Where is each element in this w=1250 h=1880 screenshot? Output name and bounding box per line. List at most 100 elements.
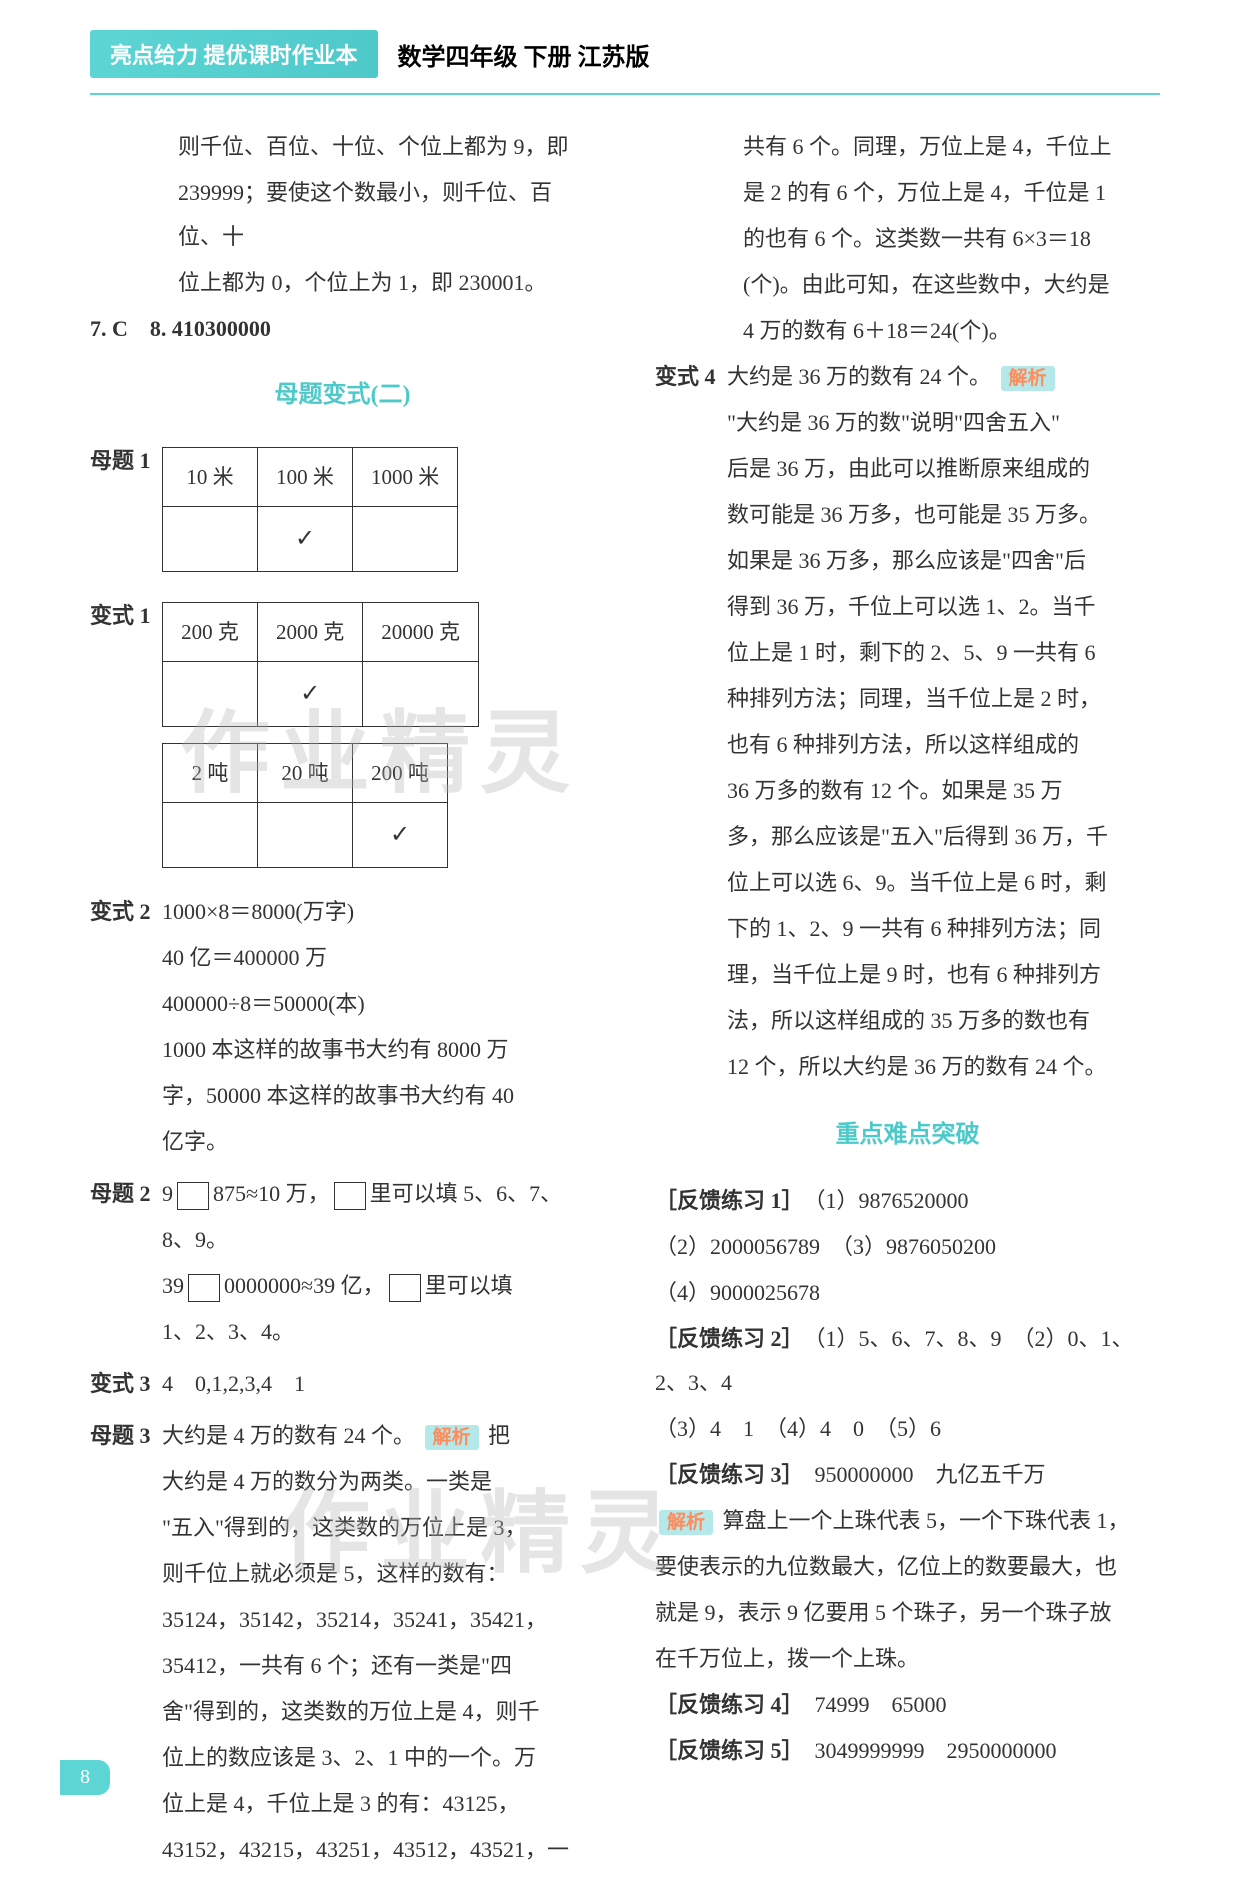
feedback3-text: 就是 9，表示 9 亿要用 5 个珠子，另一个珠子放: [655, 1591, 1160, 1635]
bianshi2-text: 字，50000 本这样的故事书大约有 40: [162, 1074, 595, 1118]
bianshi1-label: 变式 1: [90, 594, 162, 638]
feedback3: ［反馈练习 3］ 950000000 九亿五千万: [655, 1453, 1160, 1497]
box-placeholder: [177, 1182, 209, 1210]
feedback3-text: 在千万位上，拨一个上珠。: [655, 1637, 1160, 1681]
bianshi4-text: 后是 36 万，由此可以推断原来组成的: [727, 447, 1160, 491]
table-cell: [353, 507, 458, 572]
analysis-badge: 解析: [425, 1425, 479, 1450]
table-cell: 2 吨: [163, 744, 258, 803]
table-cell: 200 克: [163, 603, 258, 662]
bianshi4-text: 理，当千位上是 9 时，也有 6 种排列方: [727, 953, 1160, 997]
analysis-badge: 解析: [659, 1510, 713, 1535]
muti3-text: "五入"得到的，这类数的万位上是 3，: [162, 1506, 595, 1550]
cont-text: 是 2 的有 6 个，万位上是 4，千位是 1: [743, 171, 1160, 215]
content-wrapper: 则千位、百位、十位、个位上都为 9，即 239999；要使这个数最小，则千位、百…: [0, 125, 1250, 1880]
bianshi4-text: "大约是 36 万的数"说明"四舍五入": [727, 401, 1160, 445]
bianshi2-text: 40 亿＝400000 万: [162, 936, 595, 980]
feedback3-analysis: 解析 算盘上一个上珠代表 5，一个下珠代表 1，: [655, 1499, 1160, 1543]
table-cell: 200 吨: [353, 744, 448, 803]
bianshi2-label: 变式 2: [90, 890, 162, 934]
bianshi3-text: 4 0,1,2,3,4 1: [162, 1362, 595, 1406]
feedback1: ［反馈练习 1］ （1）9876520000: [655, 1179, 1160, 1223]
bianshi2-text: 1000×8＝8000(万字): [162, 890, 595, 934]
bianshi4-text: 大约是 36 万的数有 24 个。 解析: [727, 355, 1160, 399]
cont-text: (个)。由此可知，在这些数中，大约是: [743, 263, 1160, 307]
intro-text: 239999；要使这个数最小，则千位、百位、十: [178, 171, 595, 259]
right-column: 共有 6 个。同理，万位上是 4，千位上 是 2 的有 6 个，万位上是 4，千…: [655, 125, 1160, 1880]
muti3-text: 舍"得到的，这类数的万位上是 4，则千: [162, 1690, 595, 1734]
muti3-text: 大约是 4 万的数有 24 个。 解析 把: [162, 1414, 595, 1458]
feedback2-text: （3）4 1 （4）4 0 （5）6: [655, 1407, 1160, 1451]
cont-text: 共有 6 个。同理，万位上是 4，千位上: [743, 125, 1160, 169]
bianshi4-text: 得到 36 万，千位上可以选 1、2。当千: [727, 585, 1160, 629]
item-7-8: 7. C 8. 410300000: [90, 307, 595, 351]
feedback1-text: （4）9000025678: [655, 1271, 1160, 1315]
bianshi2-text: 亿字。: [162, 1120, 595, 1164]
muti3-label: 母题 3: [90, 1414, 162, 1458]
bianshi2-text: 400000÷8＝50000(本): [162, 982, 595, 1026]
bianshi4-text: 种排列方法；同理，当千位上是 2 时，: [727, 677, 1160, 721]
cont-text: 的也有 6 个。这类数一共有 6×3＝18: [743, 217, 1160, 261]
left-column: 则千位、百位、十位、个位上都为 9，即 239999；要使这个数最小，则千位、百…: [90, 125, 595, 1880]
muti2-text: 390000000≈39 亿，里可以填: [162, 1264, 595, 1308]
muti3-text: 位上的数应该是 3、2、1 中的一个。万: [162, 1736, 595, 1780]
bianshi2-text: 1000 本这样的故事书大约有 8000 万: [162, 1028, 595, 1072]
muti3-text: 35412，一共有 6 个；还有一类是"四: [162, 1644, 595, 1688]
bianshi3-label: 变式 3: [90, 1362, 162, 1406]
table-cell: 1000 米: [353, 448, 458, 507]
table-cell: 20 吨: [258, 744, 353, 803]
feedback5: ［反馈练习 5］ 3049999999 2950000000: [655, 1729, 1160, 1773]
bianshi4-text: 数可能是 36 万多，也可能是 35 万多。: [727, 493, 1160, 537]
muti3-text: 43152，43215，43251，43512，43521，一: [162, 1828, 595, 1872]
bianshi4-text: 位上可以选 6、9。当千位上是 6 时，剩: [727, 861, 1160, 905]
table-1: 10 米 100 米 1000 米 ✓: [162, 447, 458, 572]
bianshi4-text: 12 个，所以大约是 36 万的数有 24 个。: [727, 1045, 1160, 1089]
muti3-text: 则千位上就必须是 5，这样的数有：: [162, 1552, 595, 1596]
table-cell-check: ✓: [258, 507, 353, 572]
header-badge: 亮点给力 提优课时作业本: [90, 30, 378, 78]
header-divider: [90, 93, 1160, 95]
muti1-label: 母题 1: [90, 439, 162, 483]
intro-text: 则千位、百位、十位、个位上都为 9，即: [178, 125, 595, 169]
box-placeholder: [334, 1182, 366, 1210]
feedback1-text: （2）2000056789 （3）9876050200: [655, 1225, 1160, 1269]
muti2-text: 8、9。: [162, 1218, 595, 1262]
table-cell: 20000 克: [363, 603, 479, 662]
muti3-text: 35124，35142，35214，35241，35421，: [162, 1598, 595, 1642]
muti2-label: 母题 2: [90, 1172, 162, 1216]
header-subtitle: 数学四年级 下册 江苏版: [398, 37, 650, 72]
table-cell: [163, 803, 258, 868]
cont-text: 4 万的数有 6＋18＝24(个)。: [743, 309, 1160, 353]
muti2-text: 9875≈10 万，里可以填 5、6、7、: [162, 1172, 595, 1216]
table-cell: [163, 662, 258, 727]
table-cell: [163, 507, 258, 572]
table-cell: [258, 803, 353, 868]
bianshi4-text: 下的 1、2、9 一共有 6 种排列方法；同: [727, 907, 1160, 951]
table-cell: 2000 克: [258, 603, 363, 662]
intro-text: 位上都为 0，个位上为 1，即 230001。: [178, 261, 595, 305]
box-placeholder: [188, 1274, 220, 1302]
feedback3-text: 要使表示的九位数最大，亿位上的数要最大，也: [655, 1545, 1160, 1589]
table-cell: 10 米: [163, 448, 258, 507]
bianshi4-text: 如果是 36 万多，那么应该是"四舍"后: [727, 539, 1160, 583]
muti3-text: 大约是 4 万的数分为两类。一类是: [162, 1460, 595, 1504]
section-title-1: 母题变式(二): [90, 371, 595, 419]
bianshi4-text: 多，那么应该是"五入"后得到 36 万，千: [727, 815, 1160, 859]
feedback2: ［反馈练习 2］ （1）5、6、7、8、9 （2）0、1、2、3、4: [655, 1317, 1160, 1405]
feedback4: ［反馈练习 4］ 74999 65000: [655, 1683, 1160, 1727]
bianshi4-label: 变式 4: [655, 355, 727, 399]
page-number: 8: [60, 1760, 110, 1795]
muti3-text: 位上是 4，千位上是 3 的有：43125，: [162, 1782, 595, 1826]
page-header: 亮点给力 提优课时作业本 数学四年级 下册 江苏版: [0, 0, 1250, 93]
bianshi4-text: 36 万多的数有 12 个。如果是 35 万: [727, 769, 1160, 813]
table-3: 2 吨 20 吨 200 吨 ✓: [162, 743, 448, 868]
box-placeholder: [389, 1274, 421, 1302]
analysis-badge: 解析: [1001, 366, 1055, 391]
table-cell: [363, 662, 479, 727]
table-cell-check: ✓: [353, 803, 448, 868]
bianshi4-text: 法，所以这样组成的 35 万多的数也有: [727, 999, 1160, 1043]
table-cell: 100 米: [258, 448, 353, 507]
muti2-text: 1、2、3、4。: [162, 1310, 595, 1354]
table-2: 200 克 2000 克 20000 克 ✓: [162, 602, 479, 727]
section-title-2: 重点难点突破: [655, 1111, 1160, 1159]
